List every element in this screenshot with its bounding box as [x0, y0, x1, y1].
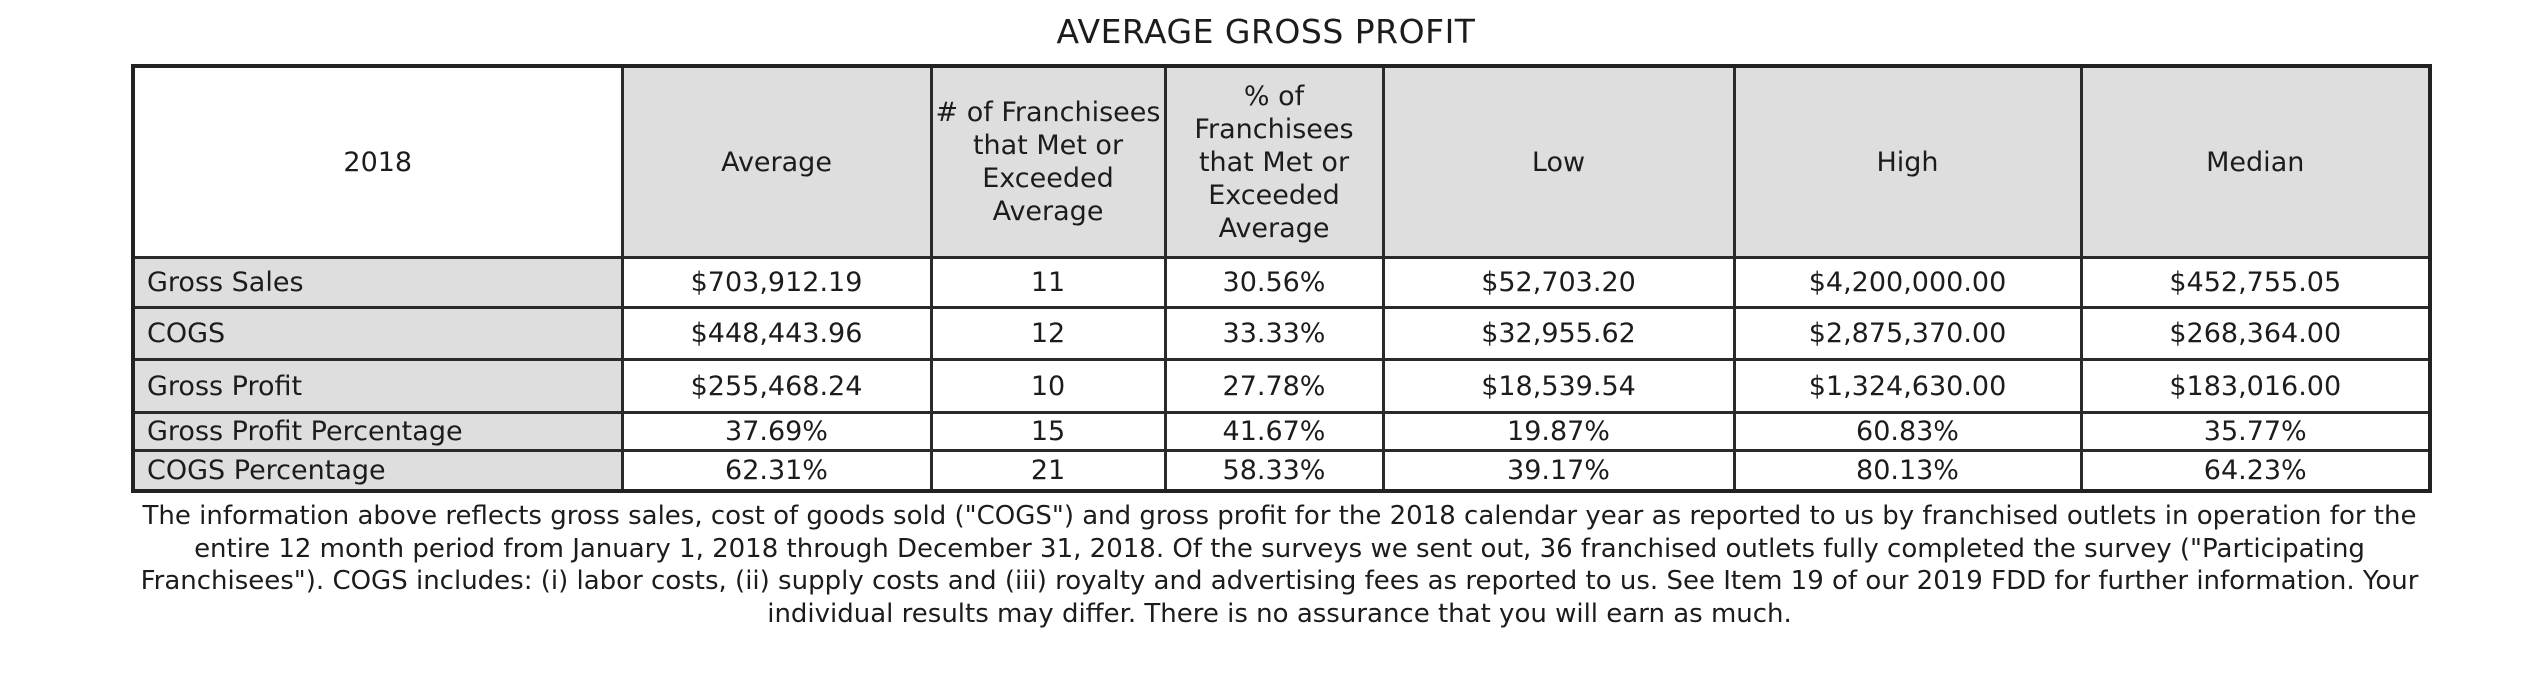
- cell-median: $452,755.05: [2079, 256, 2432, 309]
- cell-high: $4,200,000.00: [1732, 256, 2083, 309]
- page-title: AVERAGE GROSS PROFIT: [1056, 12, 1476, 51]
- cell-average: $255,468.24: [620, 358, 933, 414]
- cell-average: 37.69%: [620, 411, 933, 452]
- table-row: Gross Profit $255,468.24 10 27.78% $18,5…: [131, 358, 2432, 414]
- cell-count: 10: [929, 358, 1167, 414]
- column-header-percent-met-average: % of Franchisees that Met or Exceeded Av…: [1163, 64, 1385, 259]
- cell-median: $183,016.00: [2079, 358, 2432, 414]
- cell-percent: 30.56%: [1163, 256, 1385, 309]
- row-label: COGS: [131, 306, 624, 361]
- cell-median: 64.23%: [2079, 449, 2432, 493]
- cell-count: 15: [929, 411, 1167, 452]
- cell-average: $448,443.96: [620, 306, 933, 361]
- cell-high: 60.83%: [1732, 411, 2083, 452]
- cell-low: 19.87%: [1381, 411, 1736, 452]
- column-header-low: Low: [1381, 64, 1736, 259]
- cell-count: 11: [929, 256, 1167, 309]
- row-label: Gross Profit Percentage: [131, 411, 624, 452]
- table-row: COGS $448,443.96 12 33.33% $32,955.62 $2…: [131, 306, 2432, 361]
- row-label: Gross Profit: [131, 358, 624, 414]
- cell-average: 62.31%: [620, 449, 933, 493]
- cell-count: 12: [929, 306, 1167, 361]
- column-header-high: High: [1732, 64, 2083, 259]
- cell-percent: 58.33%: [1163, 449, 1385, 493]
- cell-high: $1,324,630.00: [1732, 358, 2083, 414]
- row-label: Gross Sales: [131, 256, 624, 309]
- column-header-median: Median: [2079, 64, 2432, 259]
- column-header-year: 2018: [131, 64, 624, 259]
- cell-percent: 27.78%: [1163, 358, 1385, 414]
- table-row: Gross Sales $703,912.19 11 30.56% $52,70…: [131, 256, 2432, 309]
- gross-profit-table: 2018 Average # of Franchisees that Met o…: [131, 64, 2432, 493]
- cell-percent: 41.67%: [1163, 411, 1385, 452]
- cell-low: $32,955.62: [1381, 306, 1736, 361]
- column-header-average: Average: [620, 64, 933, 259]
- cell-high: $2,875,370.00: [1732, 306, 2083, 361]
- row-label: COGS Percentage: [131, 449, 624, 493]
- cell-average: $703,912.19: [620, 256, 933, 309]
- cell-low: 39.17%: [1381, 449, 1736, 493]
- header-row: 2018 Average # of Franchisees that Met o…: [131, 64, 2432, 259]
- table-row: COGS Percentage 62.31% 21 58.33% 39.17% …: [131, 449, 2432, 493]
- cell-low: $18,539.54: [1381, 358, 1736, 414]
- cell-median: $268,364.00: [2079, 306, 2432, 361]
- cell-percent: 33.33%: [1163, 306, 1385, 361]
- cell-high: 80.13%: [1732, 449, 2083, 493]
- footnote: The information above reflects gross sal…: [140, 501, 2419, 629]
- cell-low: $52,703.20: [1381, 256, 1736, 309]
- cell-count: 21: [929, 449, 1167, 493]
- table-row: Gross Profit Percentage 37.69% 15 41.67%…: [131, 411, 2432, 452]
- cell-median: 35.77%: [2079, 411, 2432, 452]
- column-header-count-met-average: # of Franchisees that Met or Exceeded Av…: [929, 64, 1167, 259]
